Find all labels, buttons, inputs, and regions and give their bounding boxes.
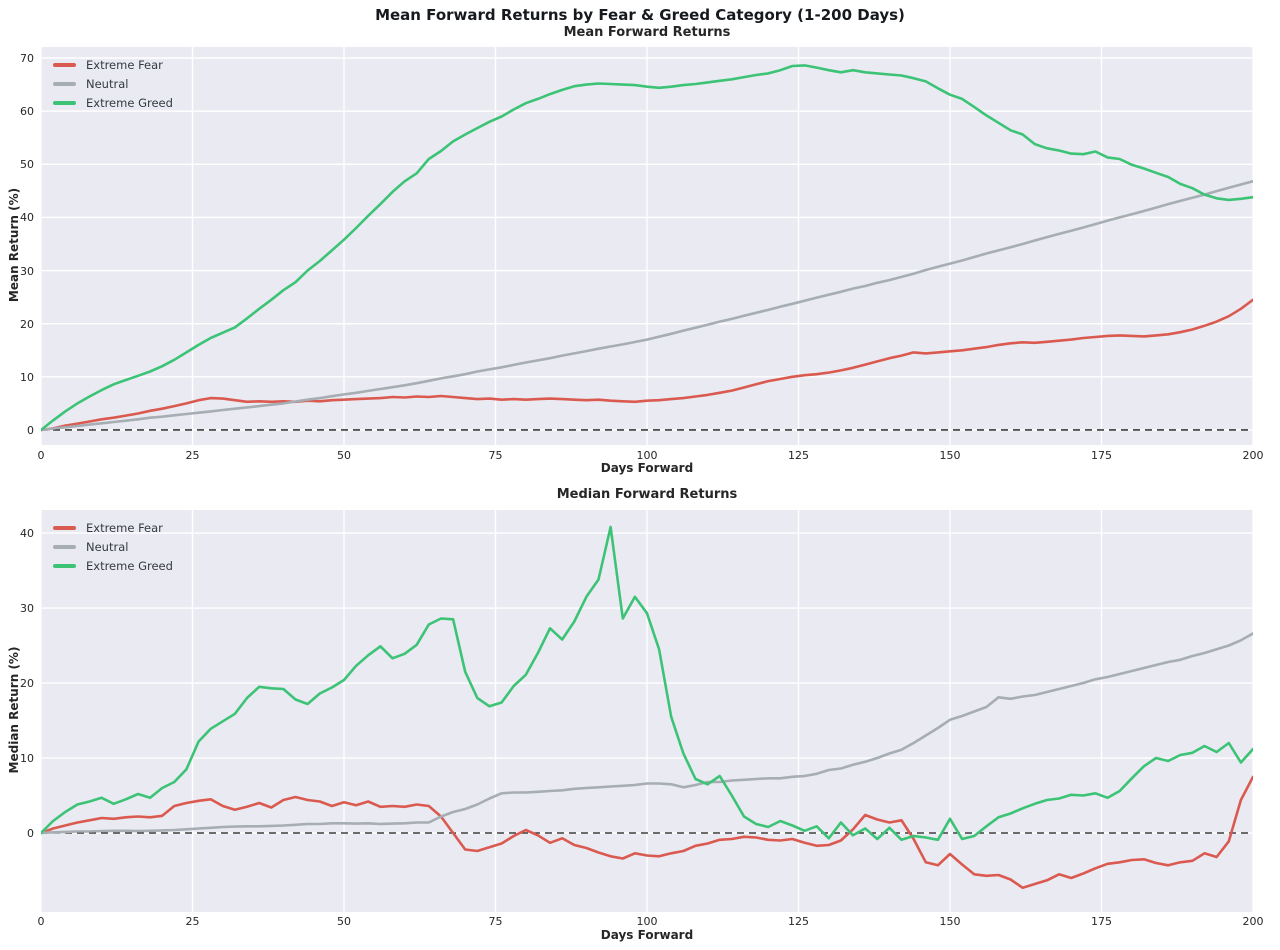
series-line-neutral: [41, 180, 1253, 432]
x-tick-label: 25: [185, 915, 200, 928]
x-axis-label-mean: Days Forward: [600, 461, 694, 475]
y-tick-label: 30: [20, 264, 34, 278]
y-tick-label: 30: [20, 602, 34, 616]
x-tick-label: 0: [37, 449, 45, 462]
x-tick-label: 200: [1242, 915, 1264, 928]
plot-area-median: [41, 510, 1253, 912]
legend-item-extreme-greed: Extreme Greed: [53, 93, 173, 112]
x-tick-label: 125: [788, 915, 809, 928]
chart-title-mean: Mean Forward Returns: [563, 25, 731, 40]
legend-item-extreme-fear: Extreme Fear: [53, 55, 173, 74]
x-tick-label: 50: [337, 449, 351, 462]
series-line-extreme-greed: [41, 525, 1253, 842]
x-tick-label: 75: [488, 915, 503, 928]
y-tick-label: 10: [20, 752, 34, 766]
legend-label: Neutral: [86, 539, 129, 554]
x-axis-label-median: Days Forward: [600, 928, 694, 942]
y-tick-label: 20: [20, 677, 34, 691]
legend-item-neutral: Neutral: [53, 74, 173, 93]
series-line-extreme-fear: [41, 775, 1253, 890]
x-tick-label: 200: [1242, 449, 1264, 462]
y-tick-label: 60: [20, 105, 34, 119]
y-tick-label: 0: [27, 423, 34, 437]
y-tick-label: 50: [20, 158, 34, 172]
legend-item-extreme-greed: Extreme Greed: [53, 556, 173, 575]
legend-item-extreme-fear: Extreme Fear: [53, 518, 173, 537]
y-tick-label: 20: [20, 317, 34, 331]
legend-swatch-icon: [53, 563, 76, 568]
x-tick-label: 100: [636, 915, 658, 928]
series-line-neutral: [41, 632, 1253, 835]
legend-swatch-icon: [53, 544, 76, 549]
x-tick-label: 25: [185, 449, 200, 462]
legend-swatch-icon: [53, 525, 76, 530]
x-tick-label: 175: [1091, 915, 1112, 928]
figure-suptitle: Mean Forward Returns by Fear & Greed Cat…: [375, 6, 905, 24]
y-tick-label: 70: [20, 51, 34, 65]
chart-canvas-median: [41, 510, 1253, 912]
legend-label: Extreme Greed: [86, 95, 173, 110]
x-tick-label: 150: [939, 915, 961, 928]
legend-median: Extreme Fear Neutral Extreme Greed: [53, 518, 173, 575]
x-tick-label: 100: [636, 449, 658, 462]
series-line-extreme-fear: [41, 298, 1253, 432]
y-tick-label: 40: [20, 527, 34, 541]
y-tick-label: 40: [20, 211, 34, 225]
y-tick-label: 0: [27, 827, 34, 841]
y-axis-label-median: Median Return (%): [7, 646, 21, 774]
legend-item-neutral: Neutral: [53, 537, 173, 556]
legend-label: Extreme Fear: [86, 520, 163, 535]
legend-mean: Extreme Fear Neutral Extreme Greed: [53, 55, 173, 112]
x-tick-label: 125: [788, 449, 809, 462]
x-tick-label: 50: [337, 915, 351, 928]
legend-label: Extreme Greed: [86, 558, 173, 573]
legend-swatch-icon: [53, 100, 76, 105]
x-tick-label: 150: [939, 449, 961, 462]
y-axis-label-mean: Mean Return (%): [7, 187, 21, 303]
chart-title-median: Median Forward Returns: [556, 487, 738, 502]
legend-swatch-icon: [53, 62, 76, 67]
series-line-extreme-greed: [41, 64, 1253, 432]
y-tick-label: 10: [20, 370, 34, 384]
legend-swatch-icon: [53, 81, 76, 86]
chart-canvas-mean: [41, 47, 1253, 445]
legend-label: Neutral: [86, 76, 129, 91]
plot-area-mean: [41, 47, 1253, 445]
x-tick-label: 75: [488, 449, 503, 462]
legend-label: Extreme Fear: [86, 57, 163, 72]
x-tick-label: 175: [1091, 449, 1112, 462]
x-tick-label: 0: [37, 915, 45, 928]
